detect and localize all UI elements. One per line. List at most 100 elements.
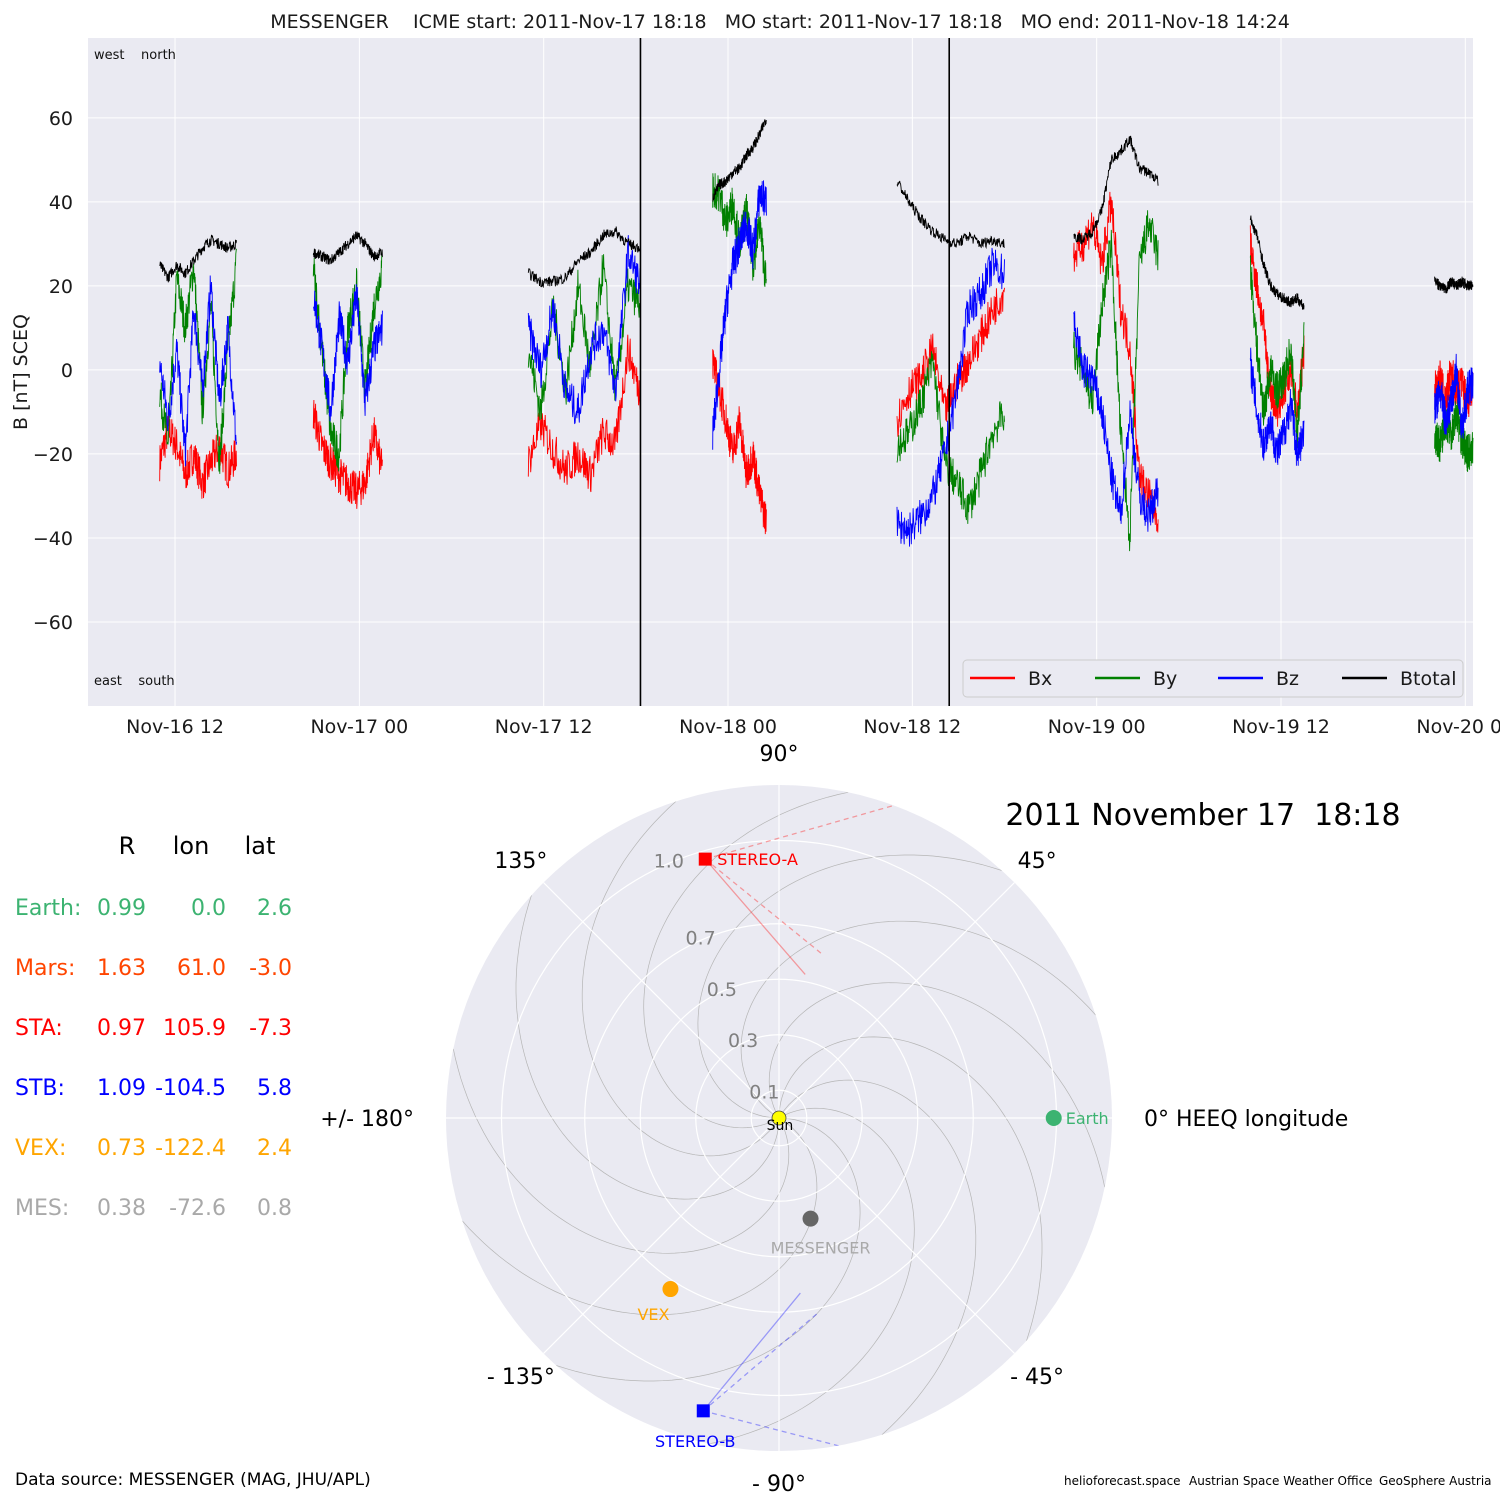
row-name: Earth: [15, 896, 81, 921]
credit-helioforecast: helioforecast.space [1064, 1474, 1181, 1488]
series-bz-line [313, 284, 383, 422]
stereo-a-label: STEREO-A [717, 850, 798, 869]
series-btotal-line [1434, 276, 1474, 294]
row-name: STA: [15, 1016, 63, 1041]
table-row: VEX: 0.73 -122.4 2.4 [15, 1136, 292, 1161]
earth-label: Earth [1066, 1109, 1109, 1128]
row-name: Mars: [15, 956, 75, 981]
table-row: Mars: 1.63 61.0 -3.0 [15, 956, 292, 981]
series-btotal-line [1249, 215, 1305, 310]
credit-aswo: Austrian Space Weather Office [1189, 1474, 1373, 1488]
series-bx-line [896, 287, 1005, 437]
angle-label: - 45° [1010, 1365, 1064, 1390]
x-tick-label: Nov-17 12 [495, 716, 593, 738]
body-messenger: MESSENGER [771, 1210, 871, 1258]
corner-label-bottom: east south [94, 674, 175, 689]
angle-label: 135° [494, 849, 547, 874]
row-lon: 61.0 [177, 956, 226, 981]
legend-label-by: By [1153, 668, 1177, 690]
x-tick-label: Nov-19 00 [1048, 716, 1146, 738]
row-lon: 0.0 [191, 896, 226, 921]
angle-label: - 135° [487, 1365, 555, 1390]
series-bx-line [312, 399, 383, 509]
fov-line [704, 858, 825, 956]
series-btotal-line [896, 180, 1005, 250]
x-tick-label: Nov-18 00 [679, 716, 777, 738]
row-lat: 0.8 [257, 1196, 292, 1221]
fov-line [703, 1410, 1026, 1451]
x-tick-label: Nov-19 12 [1232, 716, 1330, 738]
bodies: Earth STEREO-A STEREO-B VEX MESSENGER [637, 850, 1108, 1451]
row-r: 0.73 [97, 1136, 146, 1161]
y-axis-ticks: −60 −40 −20 0 20 40 60 [33, 108, 73, 634]
radial-tick-label: 0.5 [707, 979, 737, 1001]
series-by-line [712, 173, 767, 287]
x-tick-label: Nov-18 12 [863, 716, 961, 738]
angle-labels: 90° 45° 135° +/- 180° 0° HEEQ longitude - 45°… [320, 742, 1348, 1497]
angular-gridline [543, 882, 780, 1119]
y-axis-label: B [nT] SCEQ [10, 314, 32, 430]
y-tick-label: −40 [33, 528, 73, 550]
y-tick-label: 0 [61, 360, 73, 382]
row-r: 1.09 [97, 1076, 146, 1101]
row-name: STB: [15, 1076, 65, 1101]
table-header-r: R [119, 832, 136, 860]
angle-label: 0° HEEQ longitude [1144, 1107, 1348, 1132]
body-vex: VEX [637, 1281, 679, 1324]
series-bz-line [1073, 311, 1159, 532]
fov-line [702, 1292, 801, 1412]
stereo-b-label: STEREO-B [655, 1432, 735, 1451]
sun: Sun [767, 1110, 794, 1134]
y-tick-label: 60 [49, 108, 73, 130]
series-btotal-line [1073, 135, 1159, 245]
radial-tick-labels: 0.1 0.3 0.5 0.7 1.0 [654, 851, 780, 1104]
angle-label: - 90° [752, 1472, 806, 1497]
series-by-line [1249, 255, 1305, 449]
series-bx-line [527, 334, 641, 493]
row-lon: -72.6 [169, 1196, 226, 1221]
y-tick-label: 20 [49, 276, 73, 298]
polar-grid [446, 785, 1112, 1451]
series-bz-line [1434, 353, 1474, 439]
data-lines [159, 119, 1474, 552]
stereo-b-marker [696, 1404, 710, 1418]
fov-line [704, 858, 806, 975]
table-header-lon: lon [173, 832, 210, 860]
angular-gridline [778, 882, 1015, 1119]
body-earth: Earth [1045, 1109, 1109, 1128]
row-lon: 105.9 [163, 1016, 226, 1041]
series-btotal-line [159, 234, 237, 283]
sun-label: Sun [767, 1118, 794, 1134]
row-lat: -7.3 [249, 1016, 292, 1041]
body-stereo-a: STEREO-A [698, 850, 798, 869]
series-bx-line [159, 412, 237, 499]
row-r: 0.38 [97, 1196, 146, 1221]
plot-area [88, 38, 1473, 706]
series-bx-line [712, 349, 767, 535]
series-by-line [896, 351, 1005, 524]
series-bz-line [527, 235, 641, 425]
row-lat: 2.4 [257, 1136, 292, 1161]
messenger-marker [802, 1210, 819, 1227]
row-lon: -104.5 [155, 1076, 226, 1101]
fov-line [705, 785, 1026, 860]
radial-tick-label: 1.0 [654, 851, 684, 873]
polar-orbit-plot: 0.1 0.3 0.5 0.7 1.0 90° 45° 135° +/- 180° 0° HEE… [320, 742, 1400, 1497]
angle-label: 90° [760, 742, 799, 767]
series-bz-line [712, 180, 767, 450]
data-source-note: Data source: MESSENGER (MAG, JHU/APL) [15, 1470, 371, 1490]
legend: Bx By Bz Btotal [962, 659, 1464, 698]
row-lat: 2.6 [257, 896, 292, 921]
x-axis-ticks: Nov-16 12 Nov-17 00 Nov-17 12 Nov-18 00 Nov-… [126, 716, 1500, 738]
y-tick-label: 40 [49, 192, 73, 214]
table-row: STB: 1.09 -104.5 5.8 [15, 1076, 292, 1101]
legend-label-bz: Bz [1276, 668, 1299, 690]
angular-gridline [778, 1117, 1015, 1354]
spacecraft-fov-lines [702, 785, 1026, 1451]
event-markers [639, 38, 951, 706]
y-tick-label: −60 [33, 612, 73, 634]
table-row: MES: 0.38 -72.6 0.8 [15, 1196, 292, 1221]
fov-line [702, 1311, 820, 1412]
messenger-label: MESSENGER [771, 1239, 871, 1258]
